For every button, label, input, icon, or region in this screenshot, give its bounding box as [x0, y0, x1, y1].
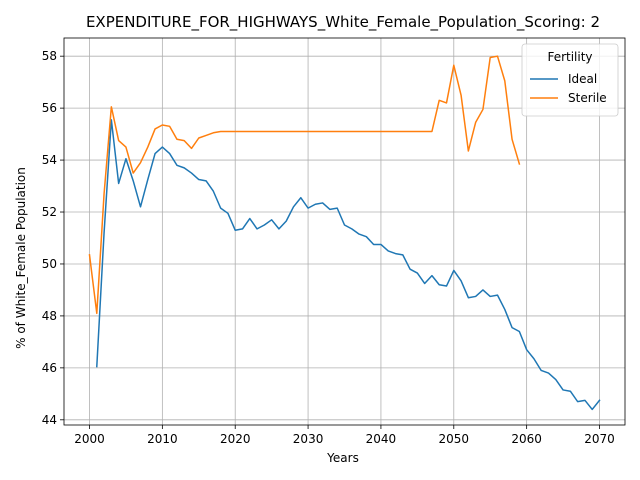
x-tick-label: 2020: [220, 432, 251, 446]
series-layer: [88, 55, 601, 411]
x-tick-label: 2010: [147, 432, 178, 446]
y-tick-label: 48: [42, 309, 57, 323]
x-tick-label: 2060: [511, 432, 542, 446]
y-tick-label: 54: [42, 153, 57, 167]
series-line-sterile: [88, 55, 521, 315]
y-tick-label: 50: [42, 257, 57, 271]
x-tick-label: 2040: [366, 432, 397, 446]
x-tick-label: 2000: [74, 432, 105, 446]
legend-title: Fertility: [547, 50, 592, 64]
legend-label-ideal: Ideal: [568, 72, 597, 86]
legend-label-sterile: Sterile: [568, 91, 607, 105]
x-tick-label: 2030: [293, 432, 324, 446]
plot-frame: [63, 37, 626, 426]
series-line-ideal: [96, 119, 601, 411]
y-tick-label: 56: [42, 101, 57, 115]
chart-title: EXPENDITURE_FOR_HIGHWAYS_White_Female_Po…: [86, 13, 600, 32]
x-axis-label: Years: [326, 451, 359, 465]
axes-layer: 2000 2010 2020 2030 2040 2050 2060 2070 44 46 48 50…: [42, 37, 626, 446]
x-tick-label: 2050: [439, 432, 470, 446]
y-tick-label: 44: [42, 413, 57, 427]
y-axis-label: % of White_Female Population: [14, 167, 28, 349]
legend: Fertility Ideal Sterile: [521, 43, 619, 117]
grid-layer: [64, 38, 625, 425]
y-tick-label: 52: [42, 205, 57, 219]
x-tick-label: 2070: [584, 432, 615, 446]
y-tick-label: 46: [42, 361, 57, 375]
y-tick-label: 58: [42, 49, 57, 63]
